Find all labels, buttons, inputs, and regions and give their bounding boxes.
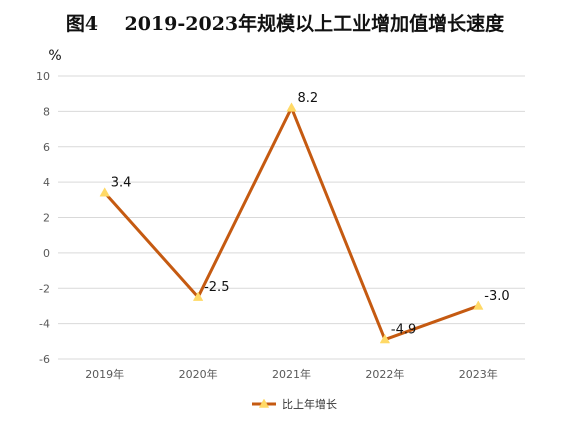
gridlines: [58, 75, 525, 360]
x-axis-tick-labels: 2019年 2020年 2021年 2022年 2023年: [85, 367, 498, 381]
y-tick-label: 8: [43, 105, 50, 118]
y-tick-label: -2: [39, 282, 50, 295]
y-tick-label: 6: [43, 141, 50, 154]
legend: 比上年增长: [252, 397, 337, 411]
y-tick-label: -4: [39, 318, 50, 331]
x-tick-label: 2020年: [179, 367, 218, 381]
data-point: [192, 291, 204, 301]
y-tick-label: 2: [43, 212, 50, 225]
data-label: -4.9: [391, 323, 416, 338]
legend-label: 比上年增长: [282, 397, 337, 411]
y-tick-label: 0: [43, 247, 50, 260]
y-tick-label: -6: [39, 353, 50, 366]
data-point: [286, 102, 297, 112]
x-tick-label: 2019年: [85, 367, 124, 381]
data-point: [379, 334, 391, 344]
series-layer: 3.4 -2.5 8.2 -4.9 -3.0: [99, 91, 510, 344]
data-label: 8.2: [298, 91, 319, 106]
chart-title: 图4 2019-2023年规模以上工业增加值增长速度: [65, 13, 505, 35]
x-tick-label: 2022年: [365, 367, 404, 381]
y-axis-unit-label: %: [48, 48, 61, 64]
data-point: [99, 187, 110, 197]
data-label: -3.0: [484, 289, 509, 304]
data-point: [473, 300, 484, 310]
series-line: [103, 106, 480, 342]
data-label: -2.5: [204, 280, 229, 295]
y-tick-label: 4: [43, 176, 50, 189]
y-tick-label: 10: [36, 70, 50, 83]
legend-marker: [258, 398, 270, 408]
y-axis-tick-labels: -6 -4 -2 0 2 4 6 8 10: [36, 70, 50, 366]
x-tick-label: 2021年: [272, 367, 311, 381]
x-tick-label: 2023年: [459, 367, 498, 381]
data-label: 3.4: [111, 176, 132, 191]
